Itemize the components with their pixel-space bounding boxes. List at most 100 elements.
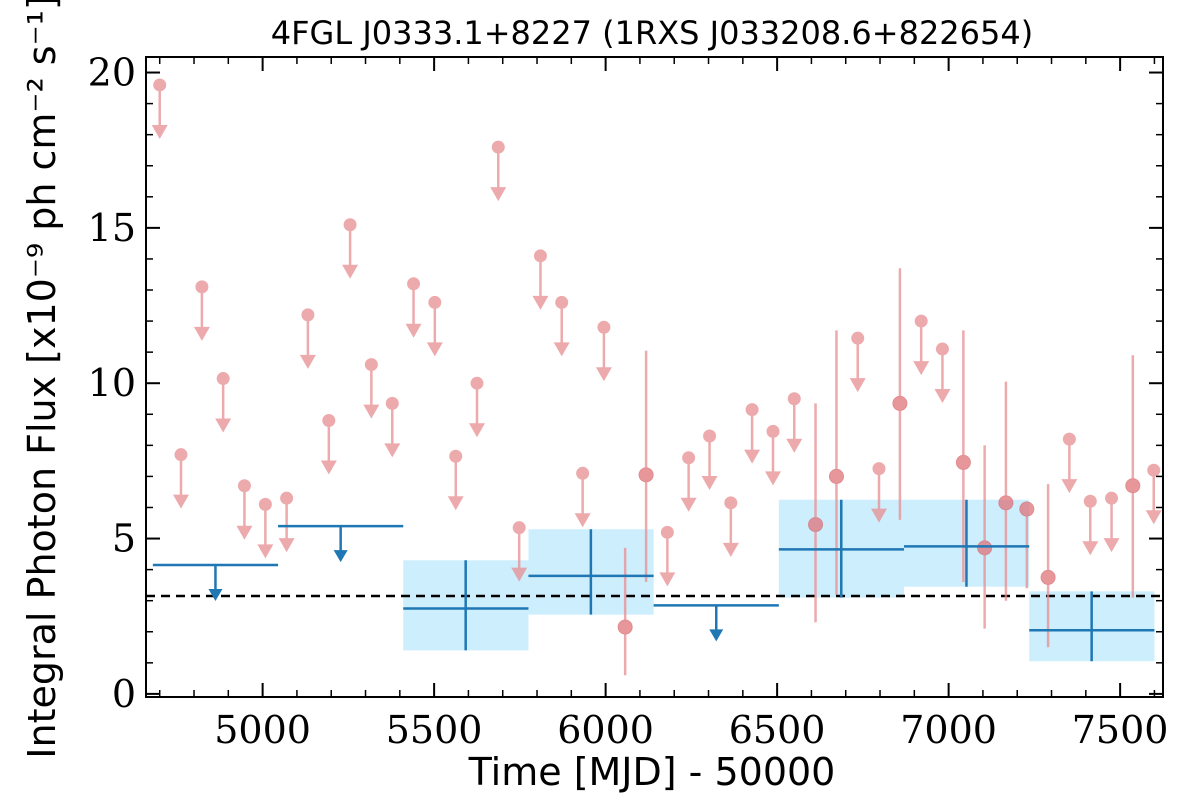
yearly-detection-1: [528, 529, 654, 615]
monthly-detection-1: [638, 350, 654, 583]
upper-limit-point: [533, 249, 547, 263]
detection-point: [955, 454, 971, 470]
yearly-limit-arrowhead: [208, 588, 223, 601]
monthly-upper-limit-4: [236, 479, 253, 540]
monthly-detection-10: [1125, 355, 1141, 598]
upper-limit-arrowhead: [151, 124, 168, 139]
monthly-upper-limit-33: [1061, 432, 1078, 494]
monthly-upper-limit-0: [151, 78, 168, 139]
upper-limit-arrowhead: [299, 354, 316, 369]
x-tick-label: 7500: [1072, 708, 1169, 752]
monthly-upper-limit-27: [765, 424, 782, 486]
monthly-upper-limit-20: [574, 466, 591, 528]
upper-limit-arrowhead: [172, 494, 189, 509]
monthly-upper-limit-31: [913, 314, 930, 376]
y-axis: 0 5 10 15 20: [88, 51, 1163, 716]
x-axis-label: Time [MJD] - 50000: [468, 750, 836, 794]
monthly-upper-limit-32: [934, 342, 951, 404]
monthly-upper-limit-24: [701, 429, 718, 491]
upper-limit-arrowhead: [1103, 538, 1120, 553]
upper-limit-arrowhead: [490, 187, 507, 202]
upper-limit-point: [407, 277, 421, 291]
upper-limit-arrowhead: [320, 460, 337, 475]
chart-title: 4FGL J0333.1+8227 (1RXS J033208.6+822654…: [271, 14, 1033, 52]
x-tick-label: 6000: [557, 708, 654, 752]
upper-limit-point: [914, 314, 928, 328]
monthly-upper-limit-15: [468, 376, 485, 438]
monthly-upper-limit-18: [532, 249, 549, 310]
upper-limit-arrowhead: [786, 438, 803, 453]
upper-limit-arrowhead: [405, 323, 422, 338]
upper-limit-point: [322, 413, 336, 427]
monthly-detection-7: [998, 381, 1014, 601]
monthly-upper-limit-21: [595, 320, 612, 382]
monthly-upper-limit-29: [849, 331, 866, 393]
monthly-upper-limit-23: [680, 451, 697, 512]
yearly-detection-4: [1029, 591, 1155, 662]
upper-limit-arrowhead: [1082, 541, 1099, 556]
yearly-upper-limit-1: [278, 524, 404, 563]
upper-limit-arrowhead: [215, 418, 232, 433]
y-tick-label: 20: [88, 51, 136, 95]
upper-limit-arrowhead: [193, 326, 210, 341]
x-axis: 5000 5500 6000 6500 7000 7500: [158, 57, 1169, 752]
monthly-detection-0: [617, 547, 633, 676]
upper-limit-arrowhead: [1145, 510, 1162, 525]
yearly-detection-0: [403, 560, 529, 651]
upper-limit-arrowhead: [913, 361, 930, 376]
upper-limit-arrowhead: [680, 497, 697, 512]
upper-limit-arrowhead: [701, 476, 718, 491]
upper-limit-point: [364, 358, 378, 372]
upper-limit-point: [1147, 463, 1161, 477]
upper-limit-arrowhead: [1061, 479, 1078, 494]
upper-limit-arrowhead: [363, 404, 380, 419]
upper-limit-arrowhead: [384, 443, 401, 458]
upper-limit-point: [512, 521, 526, 535]
monthly-upper-limit-34: [1082, 494, 1099, 556]
upper-limit-point: [766, 424, 780, 438]
detection-point: [998, 495, 1014, 511]
monthly-upper-limit-16: [490, 140, 507, 202]
monthly-upper-limit-8: [320, 413, 337, 475]
upper-limit-point: [555, 295, 569, 309]
monthly-upper-limit-3: [215, 372, 232, 433]
upper-limit-arrowhead: [765, 471, 782, 486]
upper-limit-point: [153, 78, 167, 92]
yearly-detection-2: [778, 499, 905, 598]
detection-point: [892, 395, 908, 411]
upper-limit-point: [385, 396, 399, 410]
upper-limit-point: [195, 280, 209, 294]
upper-limit-arrowhead: [595, 367, 612, 382]
upper-limit-point: [280, 491, 294, 505]
detection-point: [1019, 501, 1035, 517]
monthly-upper-limit-36: [1145, 463, 1162, 525]
detection-point: [638, 467, 654, 483]
upper-limit-point: [851, 331, 865, 345]
monthly-upper-limit-13: [426, 295, 443, 357]
y-tick-label: 15: [88, 206, 136, 250]
upper-limit-point: [1083, 494, 1097, 508]
plot-area: [146, 78, 1163, 676]
detection-point: [1040, 569, 1056, 585]
monthly-detection-8: [1019, 501, 1035, 589]
upper-limit-arrowhead: [511, 567, 528, 582]
upper-limit-point: [301, 308, 315, 322]
monthly-upper-limit-25: [722, 496, 739, 557]
monthly-upper-limit-10: [363, 358, 380, 419]
upper-limit-arrowhead: [236, 525, 253, 540]
upper-limit-arrowhead: [257, 544, 274, 559]
x-tick-label: 6500: [729, 708, 826, 752]
upper-limit-arrowhead: [574, 513, 591, 528]
y-axis-label: Integral Photon Flux [x10⁻⁹ ph cm⁻² s⁻¹]: [20, 0, 64, 759]
upper-limit-point: [787, 392, 801, 406]
monthly-detection-2: [808, 403, 824, 623]
upper-limit-point: [935, 342, 949, 356]
monthly-upper-limit-30: [870, 462, 887, 523]
upper-limit-arrowhead: [870, 508, 887, 523]
upper-limit-point: [470, 376, 484, 390]
upper-limit-point: [745, 403, 759, 417]
y-tick-label: 5: [112, 517, 136, 561]
upper-limit-point: [1062, 432, 1076, 446]
upper-limit-arrowhead: [553, 342, 570, 357]
